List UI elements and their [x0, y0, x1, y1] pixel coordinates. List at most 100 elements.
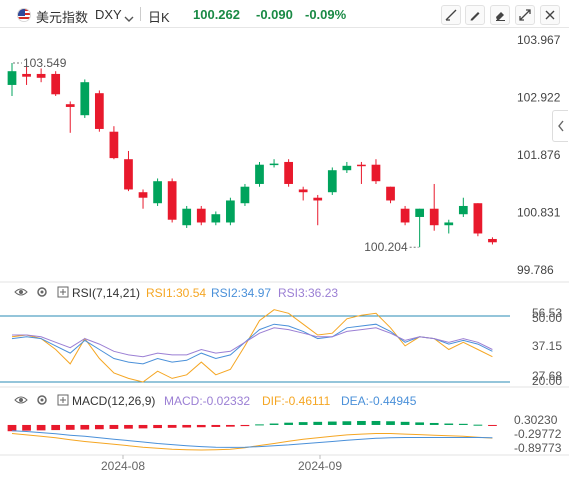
time-axis-label: 2024-09 [298, 459, 342, 473]
rsi-axis-label: 50.00 [532, 311, 562, 325]
candle-body [458, 205, 468, 215]
candle-body [109, 131, 119, 159]
macd-histogram-bar [124, 424, 133, 429]
time-axis-label: 2024-08 [101, 459, 145, 473]
rsi-expand-icon[interactable] [57, 286, 69, 301]
rsi-title: RSI(7,14,21) [72, 286, 141, 300]
toolbar-divider [140, 7, 141, 21]
macd-histogram-bar [255, 424, 264, 426]
candle-body [196, 208, 206, 223]
candle-body [94, 93, 104, 129]
eraser-icon[interactable] [490, 5, 510, 25]
collapse-panel-button[interactable] [552, 110, 568, 142]
rsi3-line [12, 327, 493, 358]
price-axis-label: 100.831 [517, 206, 561, 220]
chevron-down-icon[interactable] [124, 11, 134, 26]
candle-body [313, 197, 323, 201]
macd-histogram-bar [51, 424, 61, 431]
macd-histogram-bar [327, 421, 337, 425]
macd-histogram-bar [138, 424, 148, 429]
low-annotation: 100.204 [364, 240, 408, 254]
candle-body [371, 164, 381, 182]
symbol-name[interactable]: 美元指数 [36, 10, 89, 25]
macd-histogram-bar [415, 422, 425, 425]
candle-body [36, 73, 46, 78]
rsi1-line [11, 309, 493, 383]
macd-histogram-bar [386, 421, 395, 425]
candle-body [65, 104, 75, 107]
us-flag-icon [17, 8, 31, 22]
fullscreen-icon[interactable] [515, 5, 535, 25]
macd-histogram-bar [153, 424, 162, 429]
rsi-hide-icon[interactable] [14, 286, 28, 301]
rsi-axis-label: 20.00 [532, 374, 562, 388]
macd-value: MACD:-0.02332 [164, 394, 251, 408]
macd-histogram-bar [429, 422, 439, 425]
dif-value: DIF:-0.46111 [262, 394, 331, 408]
candle-body [488, 238, 497, 243]
rsi-axis-label: 37.15 [532, 339, 562, 353]
macd-hide-icon[interactable] [14, 394, 28, 409]
rsi2-line [11, 323, 493, 365]
macd-histogram-bar [371, 420, 381, 425]
timeframe-selector[interactable]: 日K [148, 10, 170, 25]
macd-histogram-bar [196, 424, 206, 428]
macd-histogram-bar [182, 424, 192, 428]
candle-body [444, 222, 454, 226]
candle-body [284, 161, 293, 184]
rsi-axis-label: 27.68 [532, 369, 562, 383]
rsi-settings-icon[interactable] [36, 286, 48, 301]
macd-histogram-bar [488, 424, 497, 426]
candle-body [182, 208, 192, 226]
candle-body [298, 189, 308, 193]
candle-body [429, 208, 439, 226]
candle-body [7, 71, 17, 85]
macd-histogram-bar [167, 424, 177, 428]
chart-toolbar: 美元指数 DXY 日K 100.262 -0.090 -0.09% [0, 0, 569, 28]
dea-value: DEA:-0.44945 [341, 394, 417, 408]
macd-settings-icon[interactable] [36, 394, 48, 409]
macd-histogram-bar [284, 422, 293, 425]
price-axis-label: 101.876 [517, 148, 561, 162]
macd-axis-label: 0.30230 [514, 413, 558, 427]
candle-body [255, 164, 264, 184]
macd-axis-label: -0.89773 [514, 441, 562, 455]
pen-icon[interactable] [465, 5, 485, 25]
macd-histogram-bar [7, 424, 17, 432]
candle-body [357, 164, 366, 167]
macd-histogram-bar [269, 423, 279, 425]
macd-histogram-bar [94, 424, 104, 430]
macd-histogram-bar [65, 424, 75, 430]
rsi-axis-label: 56.53 [532, 306, 562, 320]
price-axis-label: 99.786 [517, 263, 554, 277]
price-axis-label: 102.922 [517, 90, 561, 104]
macd-histogram-bar [36, 424, 46, 431]
macd-histogram-bar [298, 422, 308, 425]
macd-title: MACD(12,26,9) [72, 394, 156, 408]
close-icon[interactable] [540, 5, 560, 25]
candle-body [138, 192, 148, 198]
candle-body [240, 186, 250, 204]
macd-histogram-bar [211, 424, 221, 427]
macd-histogram-bar [22, 424, 31, 431]
candle-body [327, 170, 337, 193]
last-price: 100.262 [193, 7, 240, 22]
candle-body [400, 208, 410, 223]
rsi3-value: RSI3:36.23 [278, 286, 339, 300]
macd-histogram-bar [80, 424, 90, 430]
draw-line-icon[interactable] [441, 5, 461, 25]
price-axis-label: 103.967 [517, 33, 561, 47]
rsi2-value: RSI2:34.97 [211, 286, 272, 300]
candle-body [386, 186, 395, 201]
symbol-code[interactable]: DXY [95, 7, 122, 22]
candle-body [226, 200, 235, 223]
candle-body [124, 159, 133, 190]
price-change-pct: -0.09% [305, 7, 347, 22]
macd-expand-icon[interactable] [57, 394, 69, 409]
macd-histogram-bar [342, 421, 352, 425]
macd-histogram-bar [444, 423, 454, 425]
candle-body [342, 165, 352, 171]
macd-histogram-bar [473, 424, 483, 426]
macd-histogram-bar [240, 424, 250, 427]
